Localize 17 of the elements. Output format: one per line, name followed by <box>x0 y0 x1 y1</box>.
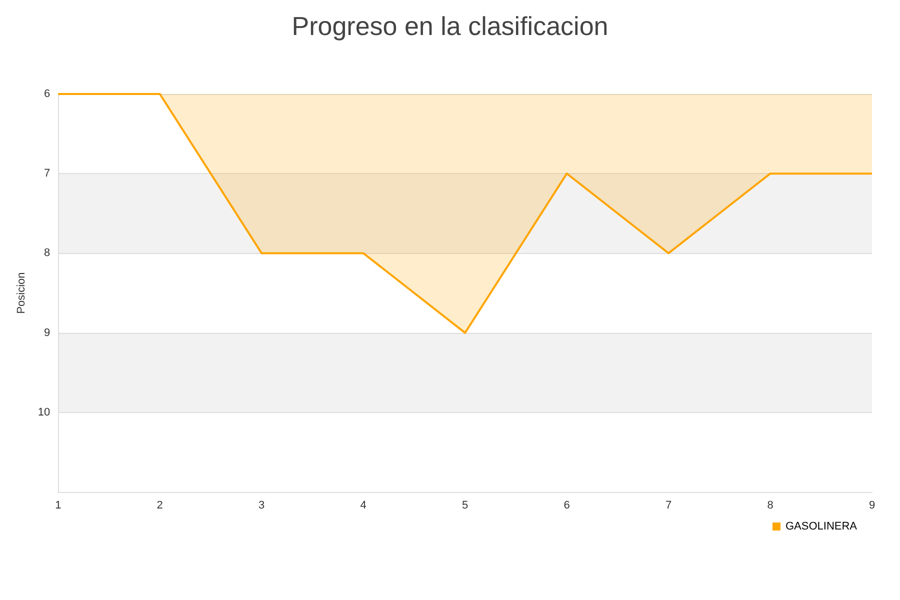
x-tick-label: 8 <box>767 500 774 512</box>
x-tick-label: 5 <box>462 500 468 512</box>
x-tick-label: 1 <box>55 500 62 512</box>
x-tick-label: 6 <box>564 500 570 512</box>
x-tick-label: 3 <box>258 500 265 512</box>
y-tick-label: 6 <box>44 88 50 100</box>
y-tick-label: 10 <box>38 406 50 418</box>
y-tick-label: 9 <box>44 326 50 339</box>
chart-title: Progreso en la clasificacion <box>292 11 608 41</box>
y-tick-label: 7 <box>44 168 50 180</box>
x-tick-label: 4 <box>360 500 366 512</box>
y-tick-label: 8 <box>44 247 50 260</box>
x-tick-label: 9 <box>868 500 876 512</box>
x-tick-label: 7 <box>665 500 672 512</box>
y-axis-title: Posicion <box>16 272 28 314</box>
legend-label: GASOLINERA <box>785 520 858 532</box>
x-tick-label: 2 <box>156 500 163 512</box>
